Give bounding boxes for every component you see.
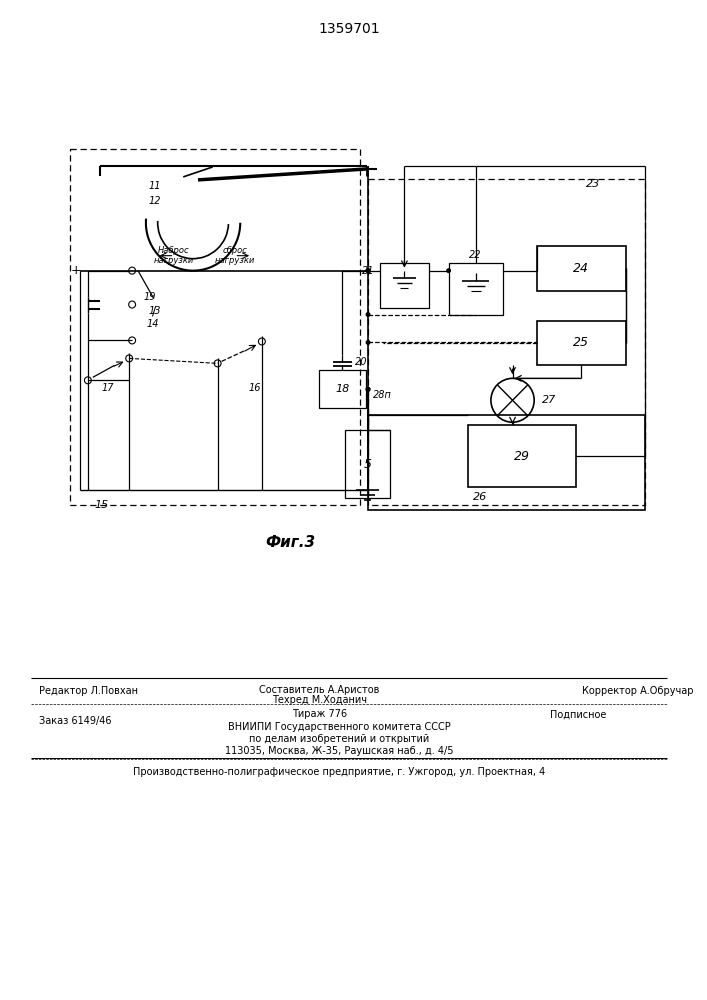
- Text: 24: 24: [573, 262, 590, 275]
- Circle shape: [366, 387, 370, 392]
- Bar: [70, 149, 360, 505]
- Bar: [346, 430, 390, 498]
- Circle shape: [126, 355, 133, 362]
- Text: 12: 12: [149, 196, 161, 206]
- Text: 29: 29: [515, 450, 530, 463]
- Text: 13: 13: [149, 306, 161, 316]
- Text: Фиг.3: Фиг.3: [265, 535, 315, 550]
- Text: 11: 11: [149, 181, 161, 191]
- Text: ВНИИПИ Государственного комитета СССР: ВНИИПИ Государственного комитета СССР: [228, 722, 450, 732]
- Text: 19: 19: [144, 292, 156, 302]
- Text: 25: 25: [573, 336, 590, 349]
- Text: +: +: [71, 264, 81, 277]
- Circle shape: [129, 267, 136, 274]
- Text: сброс: сброс: [223, 246, 247, 255]
- Text: 22: 22: [469, 250, 482, 260]
- Circle shape: [366, 387, 370, 392]
- Text: 5: 5: [363, 458, 372, 471]
- Text: Редактор Л.Повхан: Редактор Л.Повхан: [39, 686, 138, 696]
- Text: 1359701: 1359701: [318, 22, 380, 36]
- Text: Производственно-полиграфическое предприятие, г. Ужгород, ул. Проектная, 4: Производственно-полиграфическое предприя…: [133, 767, 545, 777]
- Text: по делам изобретений и открытий: по делам изобретений и открытий: [249, 734, 429, 744]
- Text: Подписное: Подписное: [550, 709, 607, 719]
- Text: 28п: 28п: [373, 390, 392, 400]
- Bar: [537, 246, 626, 291]
- Bar: [319, 370, 366, 408]
- Text: нагрузки: нагрузки: [153, 256, 194, 265]
- Text: 16: 16: [249, 383, 262, 393]
- Circle shape: [129, 301, 136, 308]
- Text: 21: 21: [363, 266, 375, 276]
- Text: 27: 27: [542, 395, 556, 405]
- Bar: [368, 415, 645, 510]
- Circle shape: [366, 268, 370, 273]
- Text: 15: 15: [95, 500, 109, 510]
- Bar: [380, 263, 429, 308]
- Text: Тираж 776: Тираж 776: [292, 709, 347, 719]
- Text: /: /: [151, 304, 156, 317]
- Text: нагрузки: нагрузки: [215, 256, 255, 265]
- Bar: [468, 425, 576, 487]
- Text: Наброс: Наброс: [158, 246, 189, 255]
- Circle shape: [214, 360, 221, 367]
- Circle shape: [446, 268, 451, 273]
- Circle shape: [129, 337, 136, 344]
- Text: 18: 18: [335, 384, 349, 394]
- Bar: [537, 320, 626, 365]
- Text: Корректор А.Обручар: Корректор А.Обручар: [582, 686, 693, 696]
- Text: 113035, Москва, Ж-35, Раушская наб., д. 4/5: 113035, Москва, Ж-35, Раушская наб., д. …: [225, 746, 453, 756]
- Circle shape: [84, 377, 91, 384]
- Text: 23: 23: [586, 179, 600, 189]
- Bar: [449, 263, 503, 315]
- Text: Составитель А.Аристов: Составитель А.Аристов: [259, 685, 380, 695]
- Text: Техред М.Ходанич: Техред М.Ходанич: [272, 695, 367, 705]
- Text: 17: 17: [101, 383, 114, 393]
- Circle shape: [366, 312, 370, 317]
- Text: Заказ 6149/46: Заказ 6149/46: [39, 716, 111, 726]
- Circle shape: [259, 338, 265, 345]
- Bar: [368, 179, 645, 505]
- Text: 14: 14: [147, 319, 159, 329]
- Circle shape: [366, 268, 370, 273]
- Circle shape: [366, 340, 370, 345]
- Text: 26: 26: [473, 492, 487, 502]
- Text: 20: 20: [355, 357, 368, 367]
